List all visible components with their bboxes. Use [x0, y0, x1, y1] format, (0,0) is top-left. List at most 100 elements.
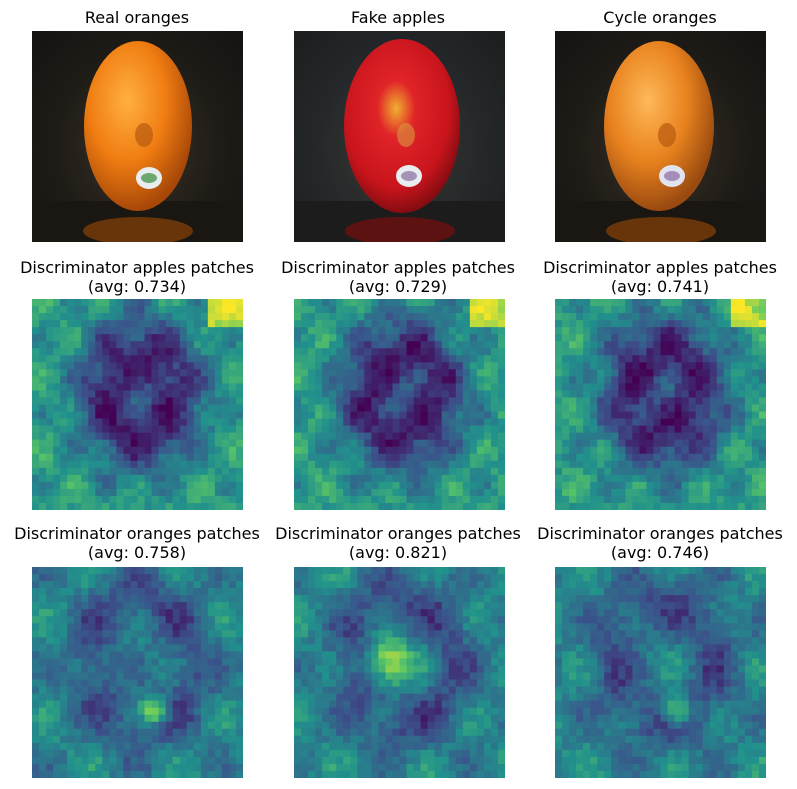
heatmap-cell	[476, 299, 485, 307]
heatmap-cell	[214, 397, 223, 405]
heatmap-cell	[702, 306, 711, 314]
heatmap-cell	[39, 686, 47, 694]
heatmap-cell	[74, 355, 82, 363]
heatmap-cell	[751, 602, 760, 610]
heatmap-cell	[413, 320, 421, 328]
heatmap-cell	[343, 390, 351, 398]
heatmap-cell	[413, 446, 421, 455]
heatmap-cell	[462, 686, 471, 694]
heatmap-cell	[399, 574, 407, 582]
heatmap-cell	[193, 679, 202, 687]
heatmap-cell	[611, 658, 619, 666]
heatmap-cell	[730, 574, 739, 582]
heatmap-cell	[179, 453, 188, 462]
heatmap-cell	[179, 341, 188, 349]
heatmap-cell	[60, 432, 68, 441]
heatmap-cell	[308, 672, 316, 680]
heatmap-cell	[483, 770, 492, 778]
heatmap-cell	[434, 616, 443, 624]
heatmap-cell	[427, 749, 436, 758]
heatmap-cell	[193, 686, 202, 694]
heatmap-cell	[455, 432, 464, 441]
heatmap-cell	[74, 362, 82, 370]
heatmap-cell	[158, 453, 166, 462]
heatmap-cell	[674, 334, 682, 342]
heatmap-cell	[308, 376, 316, 384]
heatmap-cell	[315, 334, 323, 342]
heatmap-cell	[39, 299, 47, 307]
heatmap-cell	[350, 320, 358, 328]
heatmap-cell	[158, 686, 166, 694]
heatmap-cell	[74, 644, 82, 652]
heatmap-cell	[336, 721, 344, 730]
heatmap-cell	[67, 460, 75, 469]
heatmap-cell	[611, 320, 619, 328]
heatmap-cell	[399, 567, 407, 575]
heatmap-cell	[221, 686, 230, 694]
heatmap-cell	[32, 707, 40, 716]
heatmap-cell	[294, 488, 302, 497]
heatmap-cell	[597, 299, 605, 307]
heatmap-cell	[371, 411, 379, 419]
heatmap-cell	[455, 474, 464, 483]
heatmap-cell	[681, 453, 689, 462]
heatmap-cell	[597, 658, 605, 666]
heatmap-cell	[193, 567, 202, 575]
heatmap-cell	[371, 446, 379, 455]
heatmap-cell	[228, 644, 237, 652]
heatmap-cell	[716, 460, 725, 469]
heatmap-cell	[329, 658, 337, 666]
heatmap-cell	[123, 714, 131, 723]
heatmap-cell	[576, 574, 584, 582]
heatmap-cell	[611, 495, 619, 504]
heatmap-cell	[39, 651, 47, 659]
heatmap-cell	[730, 502, 739, 510]
heatmap-cell	[172, 369, 181, 377]
heatmap-cell	[102, 313, 110, 321]
heatmap-cell	[597, 453, 605, 462]
heatmap-cell	[730, 644, 739, 652]
heatmap-cell	[179, 721, 188, 730]
heatmap-cell	[329, 327, 337, 335]
heatmap-cell	[646, 495, 654, 504]
heatmap-cell	[165, 411, 174, 419]
heatmap-cell	[758, 474, 766, 483]
heatmap-cell	[751, 320, 760, 328]
heatmap-cell	[744, 299, 753, 307]
heatmap-cell	[723, 623, 732, 631]
heatmap-cell	[695, 397, 704, 405]
heatmap-cell	[116, 495, 124, 504]
heatmap-cell	[371, 721, 379, 730]
heatmap-cell	[123, 362, 131, 370]
heatmap-cell	[378, 390, 386, 398]
heatmap-cell	[604, 341, 612, 349]
heatmap-cell	[688, 418, 697, 426]
heatmap-cell	[674, 609, 682, 617]
heatmap-cell	[716, 383, 725, 391]
heatmap-cell	[455, 348, 464, 356]
heatmap-cell	[462, 693, 471, 701]
heatmap-cell	[214, 616, 223, 624]
heatmap-cell	[221, 467, 230, 476]
heatmap-cell	[555, 425, 563, 433]
heatmap-cell	[448, 397, 457, 405]
heatmap-cell	[427, 355, 436, 363]
heatmap-cell	[165, 495, 174, 504]
heatmap-cell	[434, 721, 443, 730]
heatmap-cell	[441, 581, 450, 589]
heatmap-cell	[95, 327, 103, 335]
heatmap-cell	[427, 474, 436, 483]
heatmap-cell	[653, 474, 661, 483]
heatmap-cell	[308, 488, 316, 497]
heatmap-cell	[81, 735, 89, 744]
heatmap-cell	[723, 327, 732, 335]
heatmap-cell	[597, 574, 605, 582]
heatmap-cell	[590, 453, 598, 462]
heatmap-cell	[618, 404, 626, 412]
heatmap-cell	[364, 770, 372, 778]
heatmap-cell	[116, 630, 124, 638]
heatmap-cell	[702, 658, 711, 666]
heatmap-cell	[483, 474, 492, 483]
heatmap-cell	[32, 488, 40, 497]
heatmap-cell	[455, 714, 464, 723]
